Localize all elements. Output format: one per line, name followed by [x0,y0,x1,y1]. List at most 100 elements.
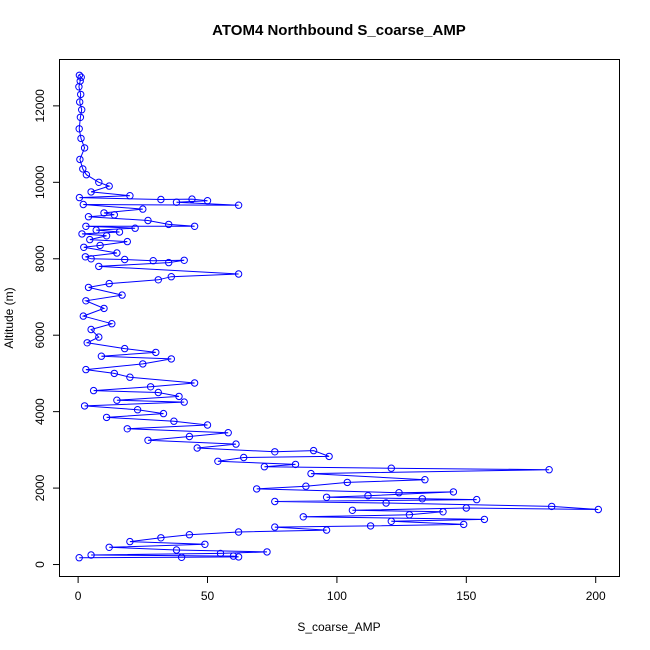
data-point [79,165,87,173]
data-point [180,256,188,264]
data-point [152,348,160,357]
data-point [343,478,351,487]
data-point [118,291,126,299]
data-point [325,452,333,461]
data-point [234,201,243,209]
data-point [439,508,447,516]
data-point [126,373,134,381]
data-point [172,546,181,554]
data-point [165,258,173,267]
data-point [87,255,95,263]
data-point [185,432,194,441]
data-point [80,402,89,410]
data-point [234,553,243,561]
data-point [86,235,94,244]
data-point [110,369,119,378]
data-point [110,211,119,219]
data-point [80,144,89,152]
data-point [449,488,458,496]
data-point [78,230,86,238]
data-point [462,504,470,512]
data-point [154,276,163,284]
data-point [79,312,88,320]
data-point [180,398,188,406]
data-point [548,502,556,511]
data-point [190,379,199,387]
data-point [113,249,121,257]
data-point [418,495,426,503]
x-tick-label: 100 [327,589,347,603]
data-point [108,320,116,328]
data-point [271,497,279,506]
y-tick-label: 8000 [33,245,47,272]
data-point [75,125,83,133]
data-point [480,515,489,524]
y-tick-label: 10000 [33,165,47,199]
data-point [126,537,134,546]
data-point [263,548,271,556]
data-point [126,192,134,200]
data-point [144,216,152,225]
data-point [123,237,132,246]
data-point [159,409,168,418]
data-point [203,197,212,205]
y-tick-label: 2000 [33,474,47,501]
data-point [240,453,248,462]
data-point [594,505,602,514]
x-axis: 0 50 100 150 200 [75,576,606,603]
data-point [214,457,222,465]
data-point [216,549,225,558]
data-point [387,517,395,525]
data-point [302,482,310,490]
data-point [229,552,238,560]
data-point [190,222,199,231]
data-point [76,113,85,122]
y-tick-label: 6000 [33,322,47,349]
data-point [133,406,142,414]
data-point [473,495,481,504]
x-tick-label: 150 [456,589,476,603]
data-point [395,489,403,497]
data-point [105,182,113,190]
data-point [139,205,147,213]
data-point [234,270,243,278]
data-point [131,224,139,232]
data-point [80,243,88,252]
x-axis-label: S_coarse_AMP [297,620,380,634]
data-point [382,499,390,507]
data-point [75,193,84,202]
data-point [82,297,90,305]
data-point [167,355,176,363]
data-point [87,325,95,334]
data-point [232,440,240,448]
data-point [253,485,261,493]
data-point [123,425,132,433]
data-point [83,339,91,347]
data-point [366,522,375,530]
data-point [82,222,90,231]
data-point [102,413,111,422]
data-point [146,383,155,391]
data-point [175,392,183,401]
data-point [322,493,331,501]
x-tick-label: 200 [586,589,606,603]
chart-title: ATOM4 Northbound S_coarse_AMP [212,22,466,39]
y-tick-label: 0 [33,561,47,568]
data-point [201,540,209,548]
data-point [95,262,103,271]
data-point [97,352,106,360]
data-point [115,228,124,236]
data-point [260,463,269,471]
data-point [167,273,176,281]
data-point [75,83,83,91]
data-point [405,511,414,519]
data-point [100,209,108,217]
data-point [84,283,93,292]
data-point [188,195,196,203]
data-point [76,155,84,164]
y-tick-label: 4000 [33,398,47,425]
data-point [95,178,103,187]
data-point [77,90,85,99]
data-point [348,506,357,514]
